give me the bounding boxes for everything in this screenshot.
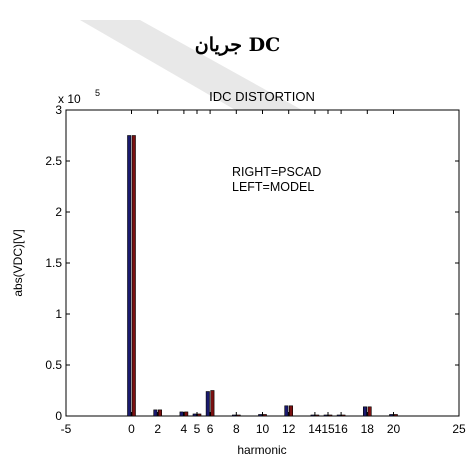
x-tick-label: -5 <box>61 422 72 436</box>
y-tick-label: 1 <box>55 307 62 321</box>
bar-pscad-h20 <box>393 414 398 417</box>
bar-group <box>127 135 398 417</box>
x-tick-label: 2 <box>154 422 161 436</box>
y-tick-label: 2 <box>55 205 62 219</box>
x-tick-label: 14 <box>308 422 322 436</box>
bar-model-h20 <box>389 414 394 417</box>
x-tick-label: 15 <box>321 422 335 436</box>
x-tick-label: 4 <box>181 422 188 436</box>
chart-title: IDC DISTORTION <box>209 89 315 104</box>
plot-area <box>65 109 460 417</box>
bar-model-h8 <box>232 414 237 417</box>
annotation-right: RIGHT=PSCAD <box>232 165 321 179</box>
x-tick-label: 0 <box>128 422 135 436</box>
bar-pscad-h4 <box>184 411 189 417</box>
bar-model-h10 <box>258 414 263 417</box>
bar-pscad-h8 <box>236 414 241 417</box>
bar-pscad-h15 <box>328 414 333 417</box>
x-tick-label: 20 <box>387 422 401 436</box>
bar-pscad-h12 <box>288 405 293 417</box>
bar-model-h2 <box>153 409 158 417</box>
x-axis-label: harmonic <box>237 443 286 457</box>
bar-pscad-h6 <box>210 390 215 417</box>
bar-model-h18 <box>362 406 367 417</box>
y-axis-label: abs(VDC)[V] <box>11 229 25 296</box>
x-tick-label: 16 <box>334 422 348 436</box>
bar-pscad-h14 <box>315 414 320 417</box>
bar-model-h4 <box>179 411 184 417</box>
bar-model-h0 <box>127 135 132 417</box>
y-scale-exponent: 5 <box>95 88 100 98</box>
bar-pscad-h0 <box>131 135 136 417</box>
x-tick-label: 25 <box>452 422 466 436</box>
annotation-left: LEFT=MODEL <box>232 180 314 194</box>
bar-model-h6 <box>205 391 210 417</box>
bar-model-h16 <box>336 414 341 417</box>
bar-model-h15 <box>323 414 328 417</box>
bar-pscad-h10 <box>262 414 267 417</box>
x-tick-label: 12 <box>282 422 296 436</box>
x-tick-label: 10 <box>256 422 270 436</box>
bar-model-h5 <box>192 413 197 417</box>
y-tick-label: 0.5 <box>45 358 62 372</box>
x-tick-label: 18 <box>361 422 375 436</box>
y-tick-label: 0 <box>55 409 62 423</box>
x-tick-label: 5 <box>194 422 201 436</box>
bar-pscad-h2 <box>158 409 163 417</box>
y-tick-label: 1.5 <box>45 256 62 270</box>
x-tick-label: 6 <box>207 422 214 436</box>
x-tick-label: 8 <box>233 422 240 436</box>
bar-pscad-h16 <box>341 414 346 417</box>
bar-model-h14 <box>310 414 315 417</box>
y-tick-label: 3 <box>55 103 62 117</box>
y-scale-base: x 10 <box>58 92 81 106</box>
y-tick-label: 2.5 <box>45 154 62 168</box>
bar-pscad-h5 <box>197 413 202 417</box>
bar-model-h12 <box>284 405 289 417</box>
page-heading: جریان DC <box>194 34 281 56</box>
bar-pscad-h18 <box>367 406 372 417</box>
